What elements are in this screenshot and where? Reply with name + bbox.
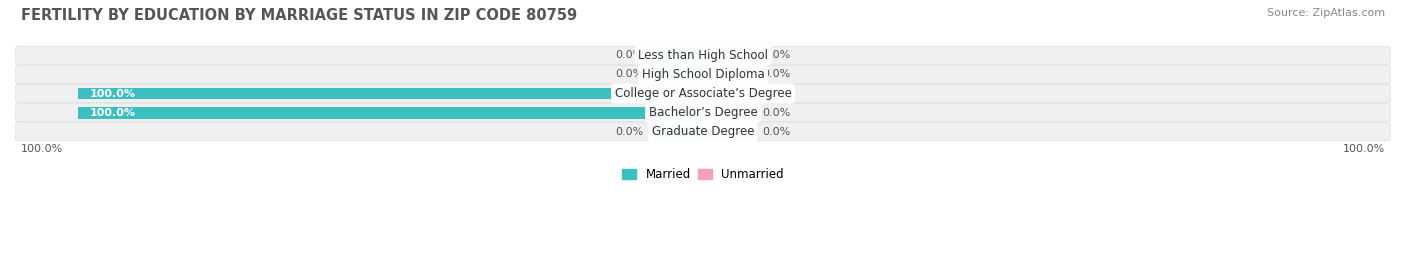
FancyBboxPatch shape: [15, 46, 1391, 64]
Bar: [652, 49, 703, 61]
Text: FERTILITY BY EDUCATION BY MARRIAGE STATUS IN ZIP CODE 80759: FERTILITY BY EDUCATION BY MARRIAGE STATU…: [21, 8, 578, 23]
Bar: [703, 49, 754, 61]
Text: 100.0%: 100.0%: [21, 144, 63, 154]
FancyBboxPatch shape: [15, 104, 1391, 122]
Bar: [77, 107, 703, 119]
Text: 0.0%: 0.0%: [762, 69, 790, 79]
FancyBboxPatch shape: [15, 84, 1391, 102]
Text: 100.0%: 100.0%: [1343, 144, 1385, 154]
Text: Graduate Degree: Graduate Degree: [652, 125, 754, 138]
Text: 0.0%: 0.0%: [616, 50, 644, 60]
Legend: Married, Unmarried: Married, Unmarried: [617, 163, 789, 186]
Bar: [77, 88, 703, 100]
Text: 100.0%: 100.0%: [90, 89, 136, 98]
Text: 0.0%: 0.0%: [762, 127, 790, 137]
Text: 100.0%: 100.0%: [90, 108, 136, 118]
Text: College or Associate’s Degree: College or Associate’s Degree: [614, 87, 792, 100]
Text: 0.0%: 0.0%: [616, 127, 644, 137]
FancyBboxPatch shape: [15, 65, 1391, 83]
Bar: [703, 88, 754, 100]
Bar: [652, 69, 703, 80]
Text: 0.0%: 0.0%: [762, 108, 790, 118]
Bar: [703, 126, 754, 138]
Text: 0.0%: 0.0%: [762, 89, 790, 98]
Text: Less than High School: Less than High School: [638, 49, 768, 62]
FancyBboxPatch shape: [15, 123, 1391, 141]
Text: 0.0%: 0.0%: [762, 50, 790, 60]
Text: 0.0%: 0.0%: [616, 69, 644, 79]
Bar: [703, 69, 754, 80]
Text: Source: ZipAtlas.com: Source: ZipAtlas.com: [1267, 8, 1385, 18]
Bar: [652, 126, 703, 138]
Text: Bachelor’s Degree: Bachelor’s Degree: [648, 106, 758, 119]
Bar: [703, 107, 754, 119]
Text: High School Diploma: High School Diploma: [641, 68, 765, 81]
